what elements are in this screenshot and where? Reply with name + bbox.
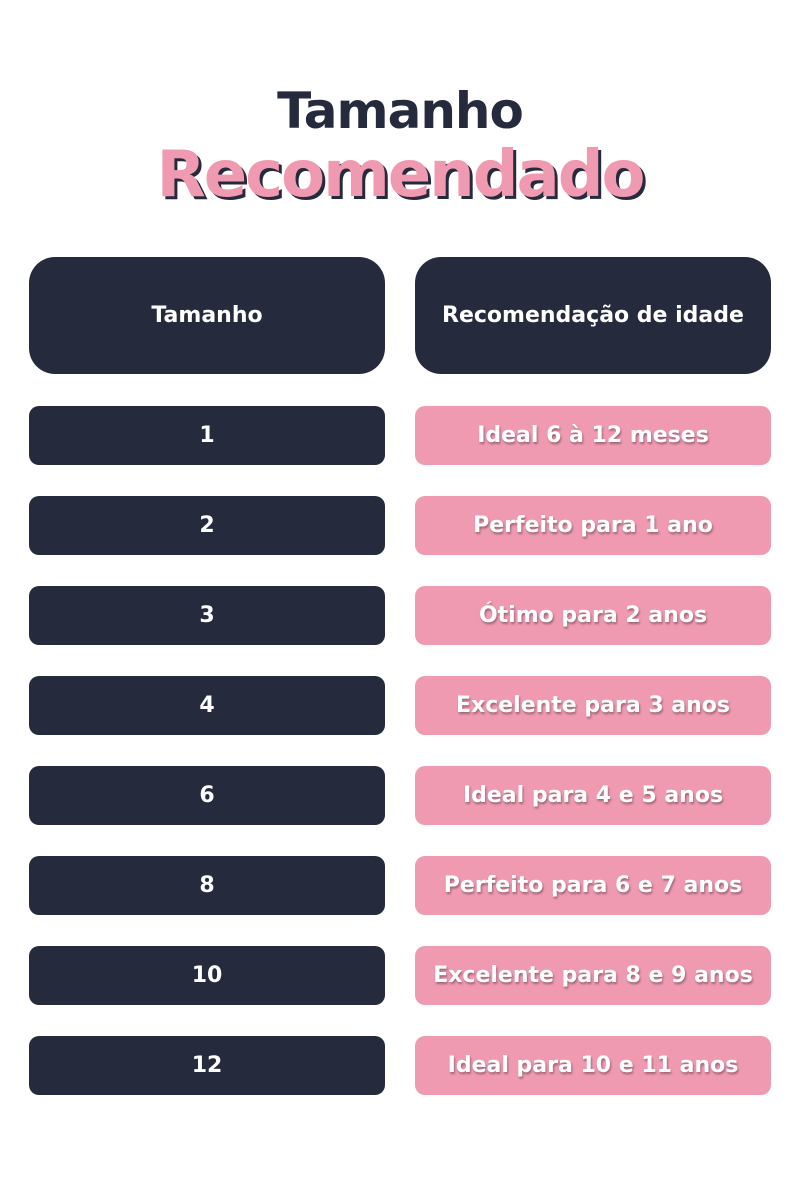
size-cell: 6 <box>29 766 385 825</box>
age-cell: Ideal para 10 e 11 anos <box>415 1036 771 1095</box>
header-age: Recomendação de idade <box>415 257 771 374</box>
age-cell: Excelente para 8 e 9 anos <box>415 946 771 1005</box>
title-line-1: Tamanho <box>277 82 524 140</box>
size-cell: 2 <box>29 496 385 555</box>
title-line-2: Recomendado <box>156 138 645 212</box>
size-cell: 12 <box>29 1036 385 1095</box>
age-cell: Perfeito para 6 e 7 anos <box>415 856 771 915</box>
size-cell: 1 <box>29 406 385 465</box>
header-size: Tamanho <box>29 257 385 374</box>
size-cell: 3 <box>29 586 385 645</box>
age-cell: Excelente para 3 anos <box>415 676 771 735</box>
size-cell: 4 <box>29 676 385 735</box>
size-cell: 8 <box>29 856 385 915</box>
age-cell: Ideal 6 à 12 meses <box>415 406 771 465</box>
age-cell: Ideal para 4 e 5 anos <box>415 766 771 825</box>
age-cell: Perfeito para 1 ano <box>415 496 771 555</box>
age-cell: Ótimo para 2 anos <box>415 586 771 645</box>
size-cell: 10 <box>29 946 385 1005</box>
